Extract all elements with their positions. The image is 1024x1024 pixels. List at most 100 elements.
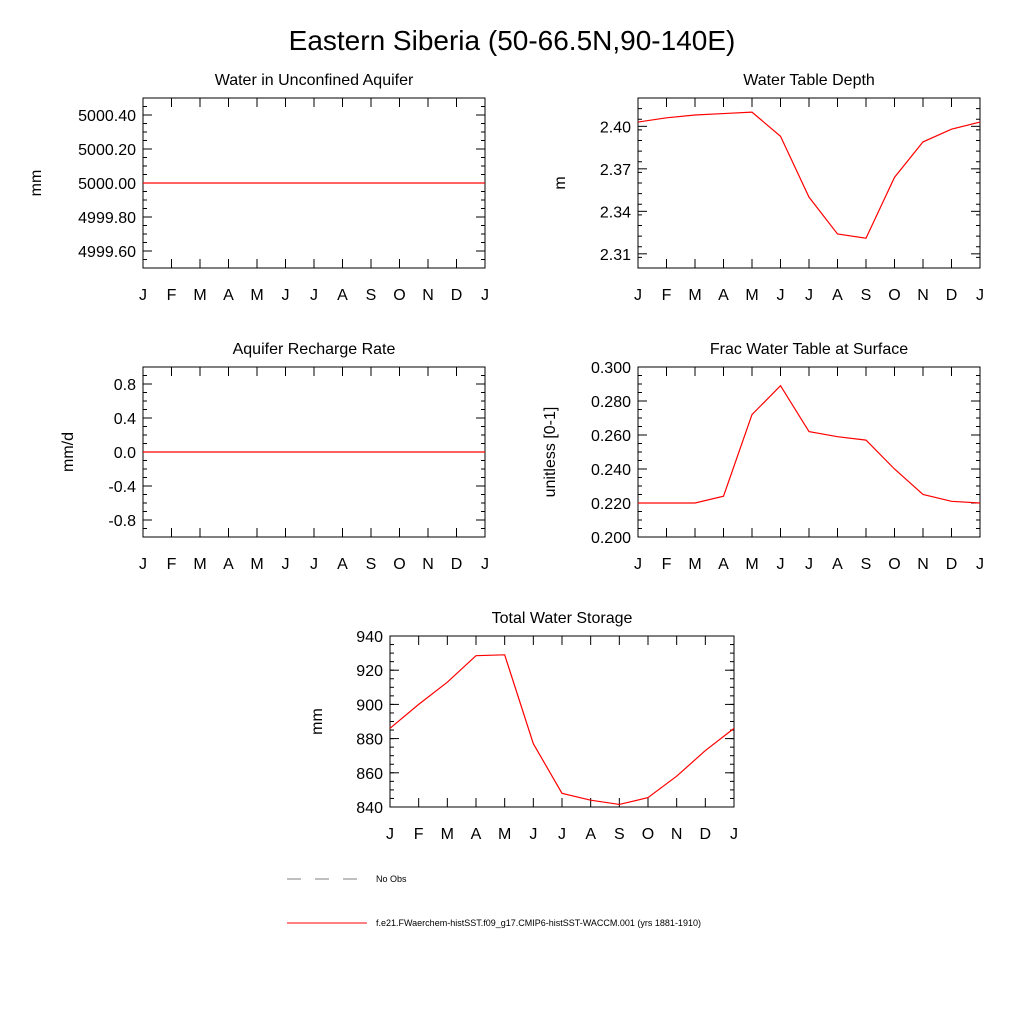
x-tick-label: J bbox=[310, 556, 318, 573]
x-tick-label: A bbox=[223, 287, 234, 304]
y-tick-label: 840 bbox=[356, 800, 383, 817]
x-tick-label: J bbox=[805, 556, 813, 573]
x-tick-label: A bbox=[471, 826, 482, 843]
y-tick-label: 2.37 bbox=[600, 162, 631, 179]
x-tick-label: O bbox=[888, 287, 900, 304]
x-tick-label: D bbox=[451, 287, 463, 304]
x-tick-label: J bbox=[634, 287, 642, 304]
x-tick-label: J bbox=[634, 556, 642, 573]
y-axis-label: mm bbox=[28, 170, 45, 197]
y-tick-label: 900 bbox=[356, 697, 383, 714]
chart-title: Frac Water Table at Surface bbox=[710, 341, 908, 358]
figure-title: Eastern Siberia (50-66.5N,90-140E) bbox=[289, 25, 736, 56]
y-axis-label: mm/d bbox=[60, 432, 77, 472]
y-tick-label: 0.260 bbox=[591, 428, 631, 445]
x-tick-label: O bbox=[888, 556, 900, 573]
x-tick-label: O bbox=[393, 556, 405, 573]
y-tick-label: 860 bbox=[356, 766, 383, 783]
x-tick-label: S bbox=[366, 556, 377, 573]
y-tick-label: 5000.40 bbox=[78, 108, 136, 125]
x-tick-label: A bbox=[718, 287, 729, 304]
series-line-1 bbox=[637, 111, 981, 239]
y-tick-label: 0.4 bbox=[114, 411, 136, 428]
y-axis-label: mm bbox=[309, 708, 326, 735]
x-tick-label: J bbox=[805, 287, 813, 304]
x-tick-label: S bbox=[614, 826, 625, 843]
series-line-1 bbox=[389, 654, 735, 806]
legend-model-label: f.e21.FWaerchem-histSST.f09_g17.CMIP6-hi… bbox=[376, 918, 701, 928]
series-line-1 bbox=[638, 384, 981, 504]
x-tick-label: J bbox=[558, 826, 566, 843]
x-tick-label: S bbox=[366, 287, 377, 304]
y-tick-label: 5000.20 bbox=[78, 142, 136, 159]
x-tick-label: N bbox=[422, 556, 434, 573]
y-tick-label: 0.8 bbox=[114, 377, 136, 394]
y-tick-label: 0.280 bbox=[591, 394, 631, 411]
x-tick-label: F bbox=[662, 556, 672, 573]
y-tick-label: 2.31 bbox=[600, 247, 631, 264]
x-tick-label: J bbox=[481, 287, 489, 304]
y-tick-label: 4999.80 bbox=[78, 210, 136, 227]
y-tick-label: 0.300 bbox=[591, 360, 631, 377]
x-tick-label: D bbox=[946, 287, 958, 304]
x-tick-label: J bbox=[777, 287, 785, 304]
x-tick-label: J bbox=[139, 556, 147, 573]
x-tick-label: A bbox=[832, 287, 843, 304]
x-tick-label: M bbox=[688, 287, 701, 304]
x-tick-label: D bbox=[946, 556, 958, 573]
y-tick-label: -0.8 bbox=[108, 513, 136, 530]
y-tick-label: 920 bbox=[356, 663, 383, 680]
y-axis-label: unitless [0-1] bbox=[542, 407, 559, 498]
x-tick-label: N bbox=[671, 826, 683, 843]
x-tick-label: A bbox=[718, 556, 729, 573]
x-tick-label: J bbox=[976, 287, 984, 304]
x-tick-label: J bbox=[386, 826, 394, 843]
legend: No Obs f.e21.FWaerchem-histSST.f09_g17.C… bbox=[287, 874, 701, 928]
y-tick-label: 4999.60 bbox=[78, 244, 136, 261]
x-tick-label: J bbox=[730, 826, 738, 843]
x-tick-label: F bbox=[167, 287, 177, 304]
x-tick-label: M bbox=[250, 287, 263, 304]
y-tick-label: -0.4 bbox=[108, 479, 136, 496]
x-tick-label: J bbox=[976, 556, 984, 573]
x-tick-label: S bbox=[861, 556, 872, 573]
y-tick-label: 0.240 bbox=[591, 462, 631, 479]
x-tick-label: M bbox=[193, 556, 206, 573]
x-tick-label: M bbox=[250, 556, 263, 573]
x-tick-label: S bbox=[861, 287, 872, 304]
x-tick-label: M bbox=[688, 556, 701, 573]
x-tick-label: A bbox=[223, 556, 234, 573]
x-tick-label: J bbox=[777, 556, 785, 573]
chart-title: Aquifer Recharge Rate bbox=[233, 341, 396, 358]
x-tick-label: O bbox=[393, 287, 405, 304]
x-tick-label: F bbox=[414, 826, 424, 843]
x-tick-label: A bbox=[585, 826, 596, 843]
x-tick-label: D bbox=[451, 556, 463, 573]
y-tick-label: 0.200 bbox=[591, 530, 631, 547]
x-tick-label: O bbox=[642, 826, 654, 843]
y-tick-label: 880 bbox=[356, 732, 383, 749]
x-tick-label: M bbox=[498, 826, 511, 843]
x-tick-label: F bbox=[662, 287, 672, 304]
x-tick-label: N bbox=[917, 556, 929, 573]
x-tick-label: M bbox=[745, 287, 758, 304]
x-tick-label: M bbox=[745, 556, 758, 573]
x-tick-label: M bbox=[193, 287, 206, 304]
x-tick-label: J bbox=[310, 287, 318, 304]
y-tick-label: 2.40 bbox=[600, 119, 631, 136]
x-tick-label: A bbox=[337, 556, 348, 573]
y-tick-label: 2.34 bbox=[600, 204, 631, 221]
x-tick-label: J bbox=[282, 287, 290, 304]
x-tick-label: N bbox=[917, 287, 929, 304]
x-tick-label: M bbox=[441, 826, 454, 843]
y-tick-label: 0.0 bbox=[114, 445, 136, 462]
x-tick-label: A bbox=[832, 556, 843, 573]
x-tick-label: J bbox=[481, 556, 489, 573]
x-tick-label: F bbox=[167, 556, 177, 573]
x-tick-label: J bbox=[529, 826, 537, 843]
